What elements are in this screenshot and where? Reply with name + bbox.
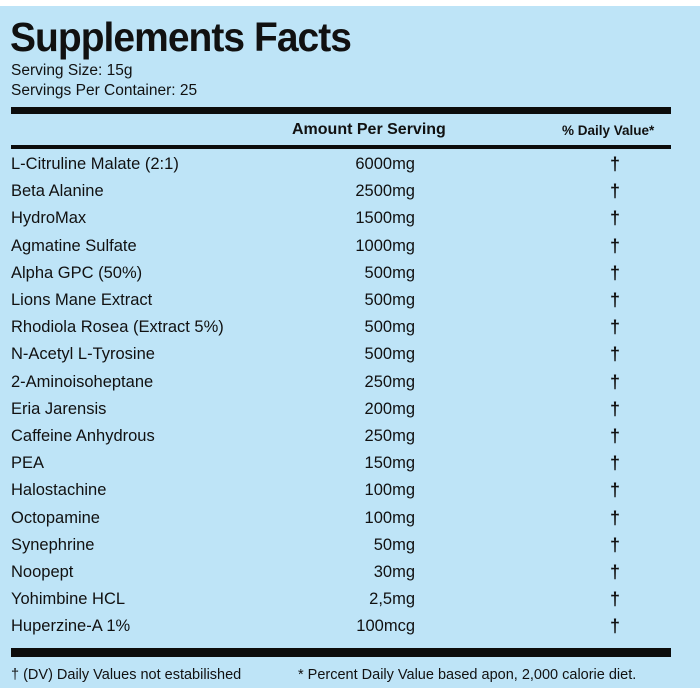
ingredient-amount: 100mg <box>364 508 415 527</box>
ingredient-row: Lions Mane Extract 500mg † <box>0 288 700 315</box>
dv-footnote: † (DV) Daily Values not estabilished <box>11 667 242 683</box>
ingredient-row: Noopept 30mg † <box>0 560 700 587</box>
ingredient-row: Beta Alanine 2500mg † <box>0 179 700 206</box>
dagger-marker: † <box>610 371 621 392</box>
dagger-marker: † <box>610 426 621 446</box>
ingredient-row: Caffeine Anhydrous 250mg † <box>0 424 700 451</box>
ingredient-amount: 2500mg <box>355 182 415 201</box>
dagger-marker: † <box>610 181 621 202</box>
percent-footnote: * Percent Daily Value based apon, 2,000 … <box>298 667 637 683</box>
serving-size: Serving Size: 15g <box>11 62 133 79</box>
ingredient-name: Caffeine Anhydrous <box>11 427 155 445</box>
ingredient-row: Rhodiola Rosea (Extract 5%) 500mg † <box>0 315 700 342</box>
ingredient-row: Yohimbine HCL 2,5mg † <box>0 587 700 614</box>
dagger-marker: † <box>610 616 621 637</box>
ingredient-name: Lions Mane Extract <box>11 291 153 309</box>
ingredient-row: Huperzine-A 1% 100mcg † <box>0 614 700 641</box>
ingredient-name: L-Citruline Malate (2:1) <box>11 155 179 173</box>
ingredient-name: Beta Alanine <box>11 182 104 201</box>
dagger-marker: † <box>610 453 621 474</box>
ingredient-row: Octopamine 100mg † <box>0 506 700 533</box>
ingredient-amount: 500mg <box>364 263 415 282</box>
ingredient-amount: 30mg <box>373 563 415 581</box>
ingredient-amount: 500mg <box>364 345 415 364</box>
ingredient-row: 2-Aminoisoheptane 250mg † <box>0 370 700 397</box>
dagger-marker: † <box>610 262 621 283</box>
ingredient-row: N-Acetyl L-Tyrosine 500mg † <box>0 342 700 369</box>
ingredient-row: Synephrine 50mg † <box>0 533 700 560</box>
ingredient-row: PEA 150mg † <box>0 451 700 478</box>
ingredient-amount: 500mg <box>364 318 415 337</box>
dagger-marker: † <box>610 534 621 555</box>
ingredient-row: Eria Jarensis 200mg † <box>0 397 700 424</box>
ingredient-amount: 500mg <box>364 291 415 309</box>
ingredient-row: L-Citruline Malate (2:1) 6000mg † <box>0 152 700 179</box>
ingredient-amount: 150mg <box>364 454 415 473</box>
ingredient-amount: 100mcg <box>356 617 415 636</box>
ingredient-amount: 1000mg <box>355 236 415 255</box>
dagger-marker: † <box>610 344 621 365</box>
ingredient-name: Halostachine <box>11 481 107 500</box>
page-title: Supplements Facts <box>10 14 352 60</box>
ingredient-amount: 200mg <box>364 399 415 418</box>
ingredient-name: Eria Jarensis <box>11 399 107 418</box>
ingredient-name: Yohimbine HCL <box>11 590 126 609</box>
ingredient-name: Noopept <box>11 563 74 581</box>
ingredient-row: HydroMax 1500mg † <box>0 206 700 233</box>
ingredient-row: Agmatine Sulfate 1000mg † <box>0 234 700 261</box>
ingredient-name: N-Acetyl L-Tyrosine <box>11 345 155 364</box>
dagger-marker: † <box>610 398 621 419</box>
ingredient-name: HydroMax <box>11 209 87 228</box>
ingredient-name: Huperzine-A 1% <box>11 617 131 636</box>
ingredient-row: Halostachine 100mg † <box>0 478 700 505</box>
dagger-marker: † <box>610 208 621 229</box>
bottom-divider <box>11 648 671 657</box>
ingredient-amount: 100mg <box>364 481 415 500</box>
ingredient-amount: 50mg <box>373 535 415 554</box>
ingredient-row: Alpha GPC (50%) 500mg † <box>0 261 700 288</box>
ingredient-name: Synephrine <box>11 535 95 554</box>
ingredient-name: Octopamine <box>11 508 100 527</box>
ingredient-amount: 250mg <box>364 427 415 445</box>
ingredient-name: PEA <box>11 454 45 473</box>
dagger-marker: † <box>610 589 621 610</box>
dagger-marker: † <box>610 290 621 310</box>
dagger-marker: † <box>610 507 621 528</box>
ingredient-name: Agmatine Sulfate <box>11 236 137 255</box>
dagger-marker: † <box>610 235 621 256</box>
ingredient-amount: 2,5mg <box>369 590 415 609</box>
amount-header: Amount Per Serving <box>292 121 446 138</box>
servings-per-container: Servings Per Container: 25 <box>11 82 198 99</box>
ingredient-amount: 1500mg <box>355 209 415 228</box>
header-divider <box>11 145 671 149</box>
dagger-marker: † <box>610 480 621 501</box>
thick-divider <box>11 107 671 114</box>
ingredient-name: 2-Aminoisoheptane <box>11 372 154 391</box>
dagger-marker: † <box>610 562 621 582</box>
supplement-facts-panel: Supplements Facts Serving Size: 15g Serv… <box>0 6 700 688</box>
dagger-marker: † <box>610 154 621 174</box>
ingredient-amount: 250mg <box>364 372 415 391</box>
daily-value-header: % Daily Value* <box>562 123 655 138</box>
dagger-marker: † <box>610 317 621 338</box>
ingredient-name: Alpha GPC (50%) <box>11 263 143 282</box>
ingredient-amount: 6000mg <box>355 155 415 173</box>
ingredient-name: Rhodiola Rosea (Extract 5%) <box>11 318 224 337</box>
